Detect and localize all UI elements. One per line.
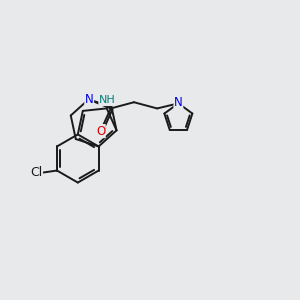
Text: Cl: Cl bbox=[30, 166, 42, 179]
Text: N: N bbox=[174, 96, 183, 109]
Text: O: O bbox=[96, 124, 105, 138]
Text: NH: NH bbox=[99, 95, 116, 106]
Text: N: N bbox=[85, 94, 94, 106]
